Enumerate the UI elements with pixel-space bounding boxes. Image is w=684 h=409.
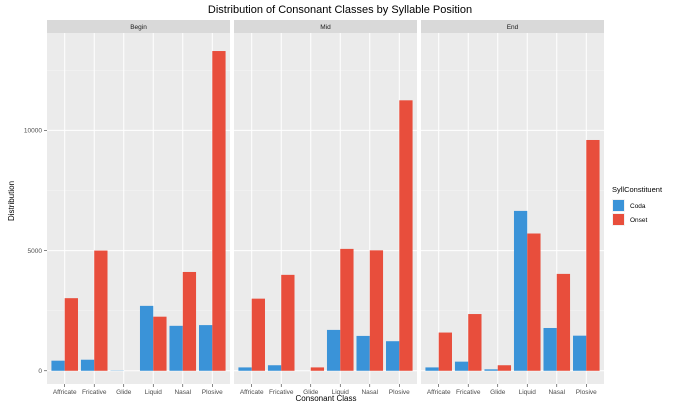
bar-end-coda-glide <box>484 369 498 371</box>
x-axis-title: Consonant Class <box>296 394 357 403</box>
x-tick-label: Plosive <box>576 389 597 396</box>
bar-end-coda-nasal <box>543 327 557 371</box>
bar-begin-coda-liquid <box>139 305 154 371</box>
bar-begin-onset-nasal <box>182 271 197 371</box>
x-tick-label: Affricate <box>53 389 77 396</box>
x-tick-label: Affricate <box>240 389 264 396</box>
bar-mid-onset-fricative <box>281 274 295 371</box>
y-tick-label: 5000 <box>28 248 43 255</box>
bar-end-coda-plosive <box>573 335 587 371</box>
facet-panel-end: End Affricate Fricative Glide Liquid Nasal Plo… <box>421 20 604 396</box>
x-tick-label: Fricative <box>456 389 481 396</box>
bar-end-coda-affricate <box>425 367 439 371</box>
bar-end-onset-glide <box>497 365 512 371</box>
bar-end-onset-nasal <box>556 273 571 371</box>
panel-background <box>421 33 604 384</box>
facet-panel-mid: Mid Affricate Fricative Glide Liquid Nasal Plo… <box>234 20 417 396</box>
bar-begin-coda-plosive <box>199 325 213 371</box>
y-axis-title: Distribution <box>7 181 16 221</box>
bar-mid-onset-plosive <box>399 100 413 371</box>
bar-end-onset-fricative <box>468 314 482 371</box>
x-tick-label: Glide <box>303 389 319 396</box>
facet-panel-begin: Begin Affricate Fricative Glide Liquid Nasal P… <box>47 20 230 396</box>
facet-strip <box>234 20 417 33</box>
x-tick-label: Glide <box>490 389 506 396</box>
x-tick-label: Fricative <box>269 389 294 396</box>
bar-mid-onset-affricate <box>251 298 265 371</box>
x-tick-label: Liquid <box>332 389 350 396</box>
legend: SyllConstituent Coda Onset <box>612 185 663 226</box>
bar-end-onset-liquid <box>527 233 541 371</box>
legend-swatch-onset <box>613 214 624 225</box>
x-tick-label: Fricative <box>82 389 107 396</box>
y-axis-ticks: 0 5000 10000 <box>24 128 47 375</box>
y-axis-title-group: Distribution <box>7 181 16 221</box>
bar-mid-coda-plosive <box>386 341 400 371</box>
bar-mid-coda-nasal <box>356 335 370 371</box>
bar-mid-coda-fricative <box>267 365 282 371</box>
bar-begin-onset-fricative <box>94 250 108 371</box>
bar-mid-onset-glide <box>310 367 325 371</box>
bar-begin-onset-affricate <box>64 298 78 371</box>
panels-layer: Begin Affricate Fricative Glide Liquid Nasal P… <box>47 20 604 396</box>
x-tick-label: Glide <box>116 389 132 396</box>
x-tick-label: Liquid <box>519 389 537 396</box>
facet-strip <box>421 20 604 33</box>
y-tick-label: 0 <box>38 368 42 375</box>
x-tick-label: Nasal <box>548 389 565 396</box>
facet-strip-label: End <box>507 24 519 31</box>
x-tick-label: Nasal <box>361 389 378 396</box>
bar-mid-coda-affricate <box>238 367 252 371</box>
facet-strip <box>47 20 230 33</box>
facet-strip-label: Mid <box>320 24 331 31</box>
legend-label-coda: Coda <box>630 203 646 210</box>
bar-begin-onset-liquid <box>153 316 167 371</box>
facet-strip-label: Begin <box>130 24 147 31</box>
legend-swatch-coda <box>613 200 624 211</box>
bar-end-coda-fricative <box>454 361 469 371</box>
bar-mid-coda-liquid <box>326 329 341 371</box>
chart-title: Distribution of Consonant Classes by Syl… <box>208 4 472 16</box>
x-tick-label: Nasal <box>174 389 191 396</box>
legend-label-onset: Onset <box>630 217 648 224</box>
x-tick-label: Plosive <box>389 389 410 396</box>
bar-mid-onset-liquid <box>340 248 354 371</box>
x-tick-label: Liquid <box>145 389 163 396</box>
legend-title: SyllConstituent <box>612 185 663 194</box>
bar-end-coda-liquid <box>513 210 528 371</box>
bar-end-onset-affricate <box>438 332 452 371</box>
y-tick-label: 10000 <box>24 128 42 135</box>
x-tick-label: Plosive <box>202 389 223 396</box>
bar-begin-coda-fricative <box>80 359 95 371</box>
bar-begin-onset-plosive <box>212 51 226 371</box>
x-tick-label: Affricate <box>427 389 451 396</box>
bar-end-onset-plosive <box>586 139 600 371</box>
bar-begin-coda-nasal <box>169 325 183 371</box>
bar-mid-onset-nasal <box>369 250 384 371</box>
bar-begin-coda-affricate <box>51 360 65 371</box>
